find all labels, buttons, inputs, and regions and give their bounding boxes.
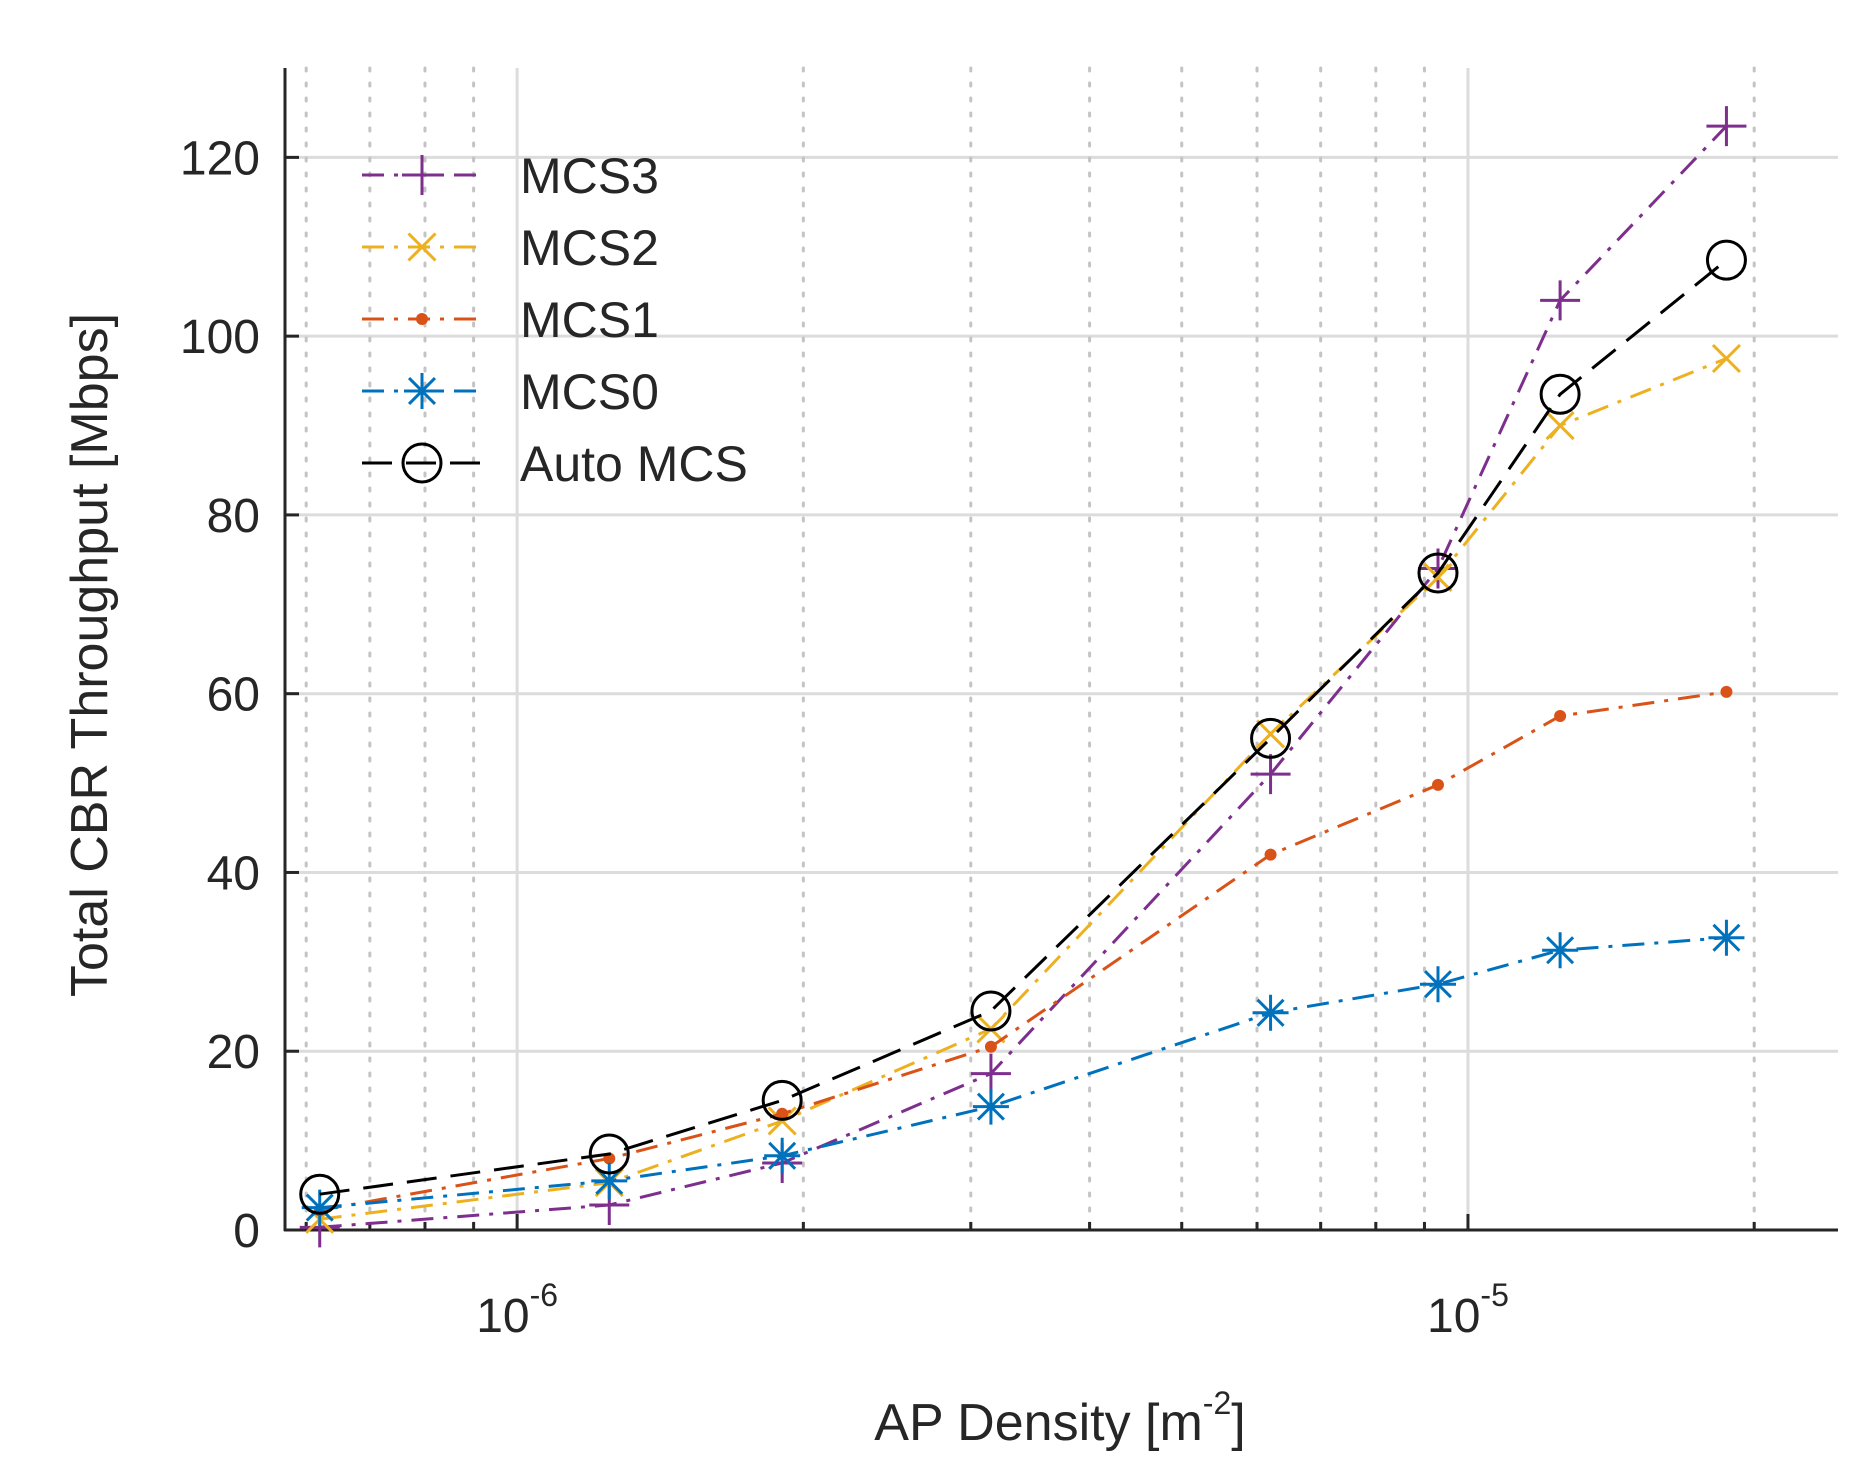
star-marker: [301, 1189, 338, 1226]
series-line: [319, 936, 1727, 1210]
y-tick-label: 100: [180, 311, 260, 364]
series-line: [319, 357, 1727, 1221]
dot-marker: [984, 1040, 997, 1053]
x-tick-label: 10-6: [476, 1277, 558, 1343]
dot-marker: [776, 1107, 789, 1120]
dot-marker: [1554, 710, 1567, 723]
dot-marker: [1720, 685, 1733, 698]
circle-marker: [1417, 552, 1459, 594]
x-marker: [1711, 343, 1742, 374]
series-mcs1: [313, 685, 1733, 1217]
x-tick-label: 10-5: [1427, 1277, 1509, 1343]
circle-marker: [1539, 373, 1581, 415]
legend-label: MCS0: [520, 364, 659, 420]
star-marker: [764, 1137, 801, 1174]
series-line: [319, 125, 1728, 1229]
legend-item: MCS0: [362, 364, 659, 420]
x-marker: [407, 232, 437, 262]
series-line: [319, 259, 1728, 1196]
star-marker: [1252, 994, 1289, 1031]
circle-marker: [401, 442, 443, 484]
y-tick-label: 40: [207, 847, 260, 900]
star-marker: [1420, 966, 1456, 1003]
plus-marker: [970, 1053, 1011, 1094]
legend: MCS3 MCS2 MCS1 MCS0 Auto MCS: [362, 148, 748, 492]
plus-marker: [1706, 106, 1747, 147]
circle-marker: [1250, 717, 1292, 759]
legend-item: MCS3: [362, 148, 659, 204]
circle-marker: [1705, 239, 1747, 281]
star-marker: [591, 1162, 628, 1199]
star-marker: [1542, 932, 1579, 969]
legend-label: MCS1: [520, 292, 659, 348]
axes: 0 20 40 60 80 100 120 10-6 10-5: [180, 68, 1838, 1343]
y-tick-label: 60: [207, 669, 260, 722]
plus-marker: [402, 155, 442, 195]
star-marker: [1708, 919, 1745, 956]
plot-series: [299, 106, 1747, 1248]
x-axis-title: AP Density [m-2]: [874, 1385, 1245, 1452]
circle-marker: [299, 1173, 341, 1215]
y-tick-label: 120: [180, 132, 260, 185]
plus-marker: [1250, 754, 1291, 795]
y-tick-label: 20: [207, 1026, 260, 1079]
series-line: [319, 690, 1727, 1212]
dot-marker: [1264, 848, 1277, 861]
series-auto-mcs: [299, 239, 1747, 1215]
dot-marker: [416, 313, 428, 325]
circle-marker: [970, 990, 1012, 1032]
y-axis-title: Total CBR Throughput [Mbps]: [61, 313, 119, 997]
series-mcs0: [301, 919, 1745, 1226]
dot-marker: [1431, 778, 1444, 791]
legend-item: Auto MCS: [362, 436, 748, 492]
y-tick-label: 80: [207, 490, 260, 543]
star-marker: [404, 373, 440, 409]
legend-label: MCS3: [520, 148, 659, 204]
circle-marker: [761, 1079, 803, 1121]
x-marker: [1255, 719, 1286, 749]
y-tick-label: 0: [233, 1205, 260, 1258]
legend-label: Auto MCS: [520, 436, 748, 492]
circle-marker: [588, 1133, 630, 1175]
legend-item: MCS1: [362, 292, 659, 348]
x-marker: [1423, 562, 1453, 593]
x-marker: [1545, 410, 1575, 441]
legend-item: MCS2: [362, 220, 659, 276]
plus-marker: [1540, 280, 1581, 321]
grid-lines: [285, 66, 1838, 1232]
star-marker: [972, 1088, 1009, 1125]
legend-label: MCS2: [520, 220, 659, 276]
